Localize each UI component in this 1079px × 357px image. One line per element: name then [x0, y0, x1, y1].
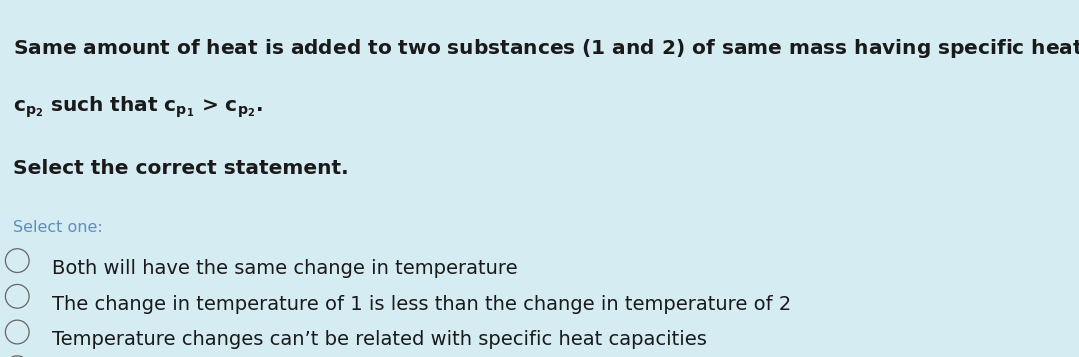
Text: Both will have the same change in temperature: Both will have the same change in temper… [52, 259, 518, 278]
Text: Select the correct statement.: Select the correct statement. [13, 159, 349, 178]
Text: Same amount of heat is added to two substances (1 and 2) of same mass having spe: Same amount of heat is added to two subs… [13, 37, 1079, 63]
Text: Temperature changes can’t be related with specific heat capacities: Temperature changes can’t be related wit… [52, 330, 707, 349]
Text: The change in temperature of 1 is less than the change in temperature of 2: The change in temperature of 1 is less t… [52, 295, 791, 313]
Text: $\mathdefault{c_{p_2}}$ such that $\mathdefault{c_{p_1}}$ > $\mathdefault{c_{p_2: $\mathdefault{c_{p_2}}$ such that $\math… [13, 95, 262, 120]
Text: Select one:: Select one: [13, 220, 103, 235]
